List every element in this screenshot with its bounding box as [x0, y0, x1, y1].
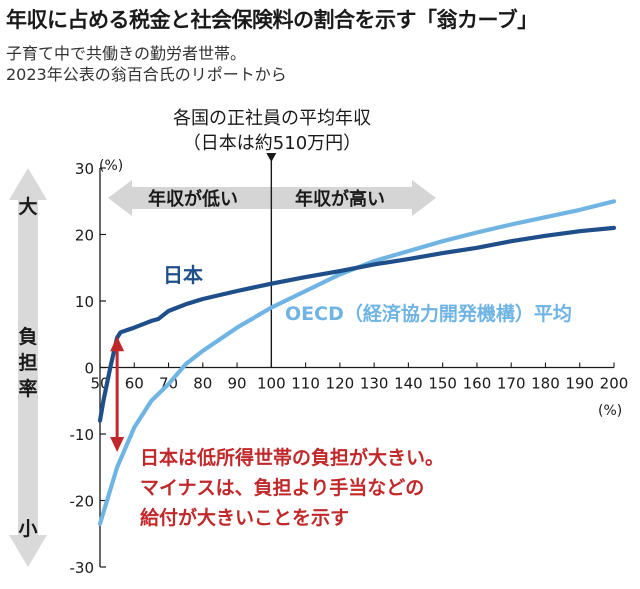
- x-tick-label: 90: [228, 375, 247, 393]
- burden-axis-arrow: [9, 168, 47, 567]
- burden-label-small: 小: [18, 518, 37, 540]
- annotation-line-1: 日本は低所得世帯の負担が大きい。: [140, 446, 444, 469]
- x-tick-label: 170: [497, 375, 526, 393]
- burden-label-rate-char: 率: [18, 377, 37, 400]
- reference-label-line-1: 各国の正社員の平均年収: [173, 108, 371, 129]
- x-tick-label: 80: [193, 375, 212, 393]
- x-tick-label: 140: [394, 375, 423, 393]
- income-low-label: 年収が低い: [148, 188, 238, 210]
- x-tick-label: 120: [326, 375, 355, 393]
- y-tick-label: 20: [75, 227, 94, 245]
- x-tick-label: 190: [565, 375, 594, 393]
- series-label-japan: 日本: [163, 263, 203, 287]
- annotation-arrow-head-top: [110, 336, 125, 352]
- y-tick-label: 30: [75, 160, 94, 178]
- burden-label-large: 大: [18, 195, 37, 218]
- income-high-label: 年収が高い: [295, 188, 385, 210]
- x-tick-label: 180: [531, 375, 560, 393]
- x-tick-label: 200: [600, 375, 629, 393]
- burden-label-rate-char: 担: [18, 351, 37, 374]
- x-tick-label: 160: [463, 375, 492, 393]
- x-tick-label: 100: [257, 375, 286, 393]
- x-tick-label: 130: [360, 375, 389, 393]
- reference-label-line-2: （日本は約510万円）: [183, 133, 361, 154]
- x-tick-label: 110: [291, 375, 320, 393]
- chart-title: 年収に占める税金と社会保険料の割合を示す「翁カーブ」: [6, 8, 538, 32]
- series-label-oecd: OECD（経済協力開発機構）平均: [285, 302, 572, 325]
- x-unit-label: (%): [598, 403, 622, 419]
- x-tick-label: 60: [125, 375, 144, 393]
- reference-marker: [266, 153, 277, 162]
- series-line-oecd: [97, 199, 617, 526]
- chart-subtitle-line-1: 子育て中で共働きの勤労者世帯。: [6, 44, 247, 63]
- y-tick-label: -30: [70, 559, 95, 577]
- burden-label-rate: 負担率: [18, 325, 37, 400]
- x-tick-label: 150: [428, 375, 457, 393]
- y-unit-label: (%): [99, 158, 123, 174]
- chart-subtitle-line-2: 2023年公表の翁百合氏のリポートから: [6, 65, 287, 84]
- y-tick-label: -10: [70, 426, 95, 444]
- annotation-arrow-head-bottom: [110, 436, 125, 452]
- burden-label-rate-char: 負: [18, 325, 37, 348]
- annotation-line-2: マイナスは、負担より手当などの: [140, 476, 424, 499]
- annotation-line-3: 給付が大きいことを示す: [140, 506, 349, 529]
- y-tick-label: 10: [75, 293, 94, 311]
- y-tick-label: -20: [70, 493, 95, 511]
- series-line-japan: [97, 225, 617, 423]
- y-tick-label: 0: [84, 360, 94, 378]
